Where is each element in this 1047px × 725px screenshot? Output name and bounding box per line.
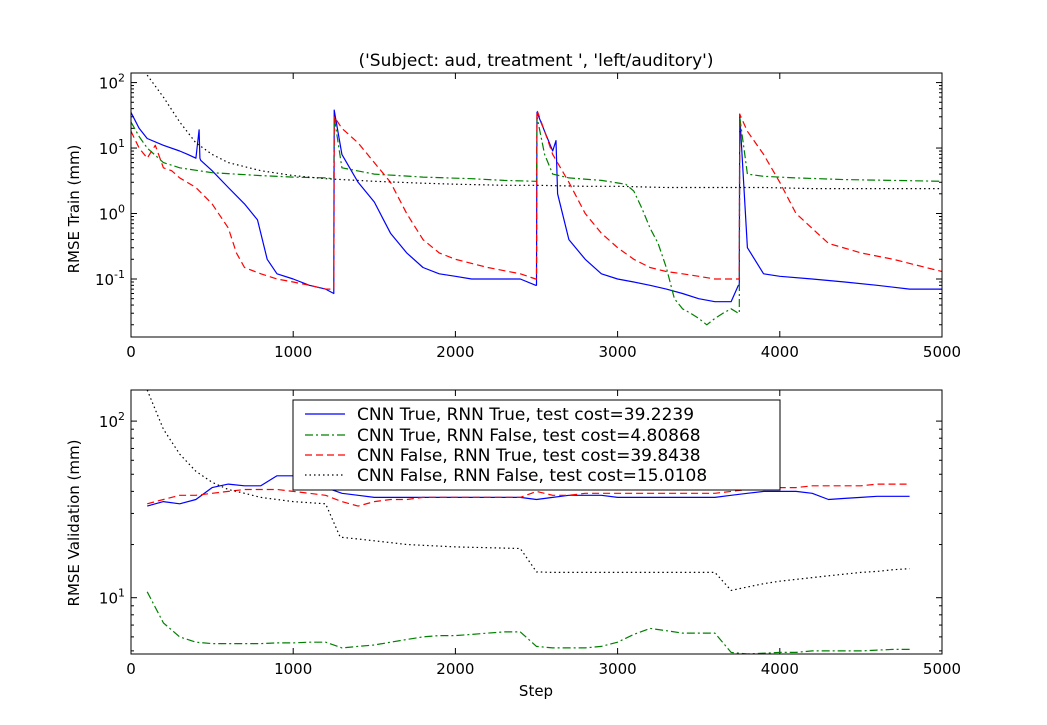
series-line <box>146 74 942 190</box>
legend-entry: CNN False, RNN True, test cost=39.8438 <box>305 446 701 466</box>
y-tick-label: 100 <box>99 203 125 224</box>
x-tick-label: 2000 <box>436 343 474 361</box>
series-line <box>147 475 910 507</box>
x-tick-label: 4000 <box>761 343 799 361</box>
x-tick-label: 5000 <box>923 660 961 678</box>
legend-entry: CNN True, RNN False, test cost=4.80868 <box>305 426 701 446</box>
x-axis-label: Step <box>519 682 553 700</box>
train-plot-area <box>131 74 942 326</box>
legend: CNN True, RNN True, test cost=39.2239 CN… <box>292 399 781 491</box>
x-tick-label: 2000 <box>436 660 474 678</box>
legend-label: CNN True, RNN False, test cost=4.80868 <box>357 426 701 446</box>
x-tick-label: 0 <box>126 343 136 361</box>
series-line <box>147 483 910 507</box>
y-tick-label: 102 <box>99 72 125 93</box>
x-tick-label: 3000 <box>599 660 637 678</box>
x-tick-label: 1000 <box>274 343 312 361</box>
y-tick-label: 10-1 <box>95 268 125 289</box>
legend-box <box>292 399 781 491</box>
series-line <box>131 109 942 303</box>
y-tick-label: 101 <box>99 587 125 608</box>
chart-title: ('Subject: aud, treatment ', 'left/audit… <box>358 51 713 71</box>
y-axis-label: RMSE Validation (mm) <box>65 440 83 607</box>
train-rmse-chart: ('Subject: aud, treatment ', 'left/audit… <box>65 51 961 361</box>
x-tick-label: 4000 <box>761 660 799 678</box>
legend-label: CNN False, RNN True, test cost=39.8438 <box>357 446 701 466</box>
x-tick-label: 5000 <box>923 343 961 361</box>
legend-entry: CNN True, RNN True, test cost=39.2239 <box>305 405 694 425</box>
x-tick-label: 1000 <box>274 660 312 678</box>
x-tick-label: 0 <box>126 660 136 678</box>
validation-axes-frame <box>130 389 943 655</box>
legend-entry: CNN False, RNN False, test cost=15.0108 <box>305 466 707 486</box>
train-axes-frame <box>130 72 943 338</box>
series-line <box>131 116 942 326</box>
validation-plot-area <box>146 390 910 654</box>
legend-label: CNN True, RNN True, test cost=39.2239 <box>357 405 694 425</box>
y-tick-label: 101 <box>99 137 125 158</box>
series-line <box>146 390 910 591</box>
y-axis-label: RMSE Train (mm) <box>65 145 83 274</box>
y-tick-label: 102 <box>99 410 125 431</box>
legend-label: CNN False, RNN False, test cost=15.0108 <box>357 466 707 486</box>
validation-rmse-chart: RMSE Validation (mm) Step 0 1000 2000 3000 4… <box>65 389 961 700</box>
series-line <box>131 109 942 290</box>
x-tick-label: 3000 <box>599 343 637 361</box>
series-line <box>146 591 910 654</box>
